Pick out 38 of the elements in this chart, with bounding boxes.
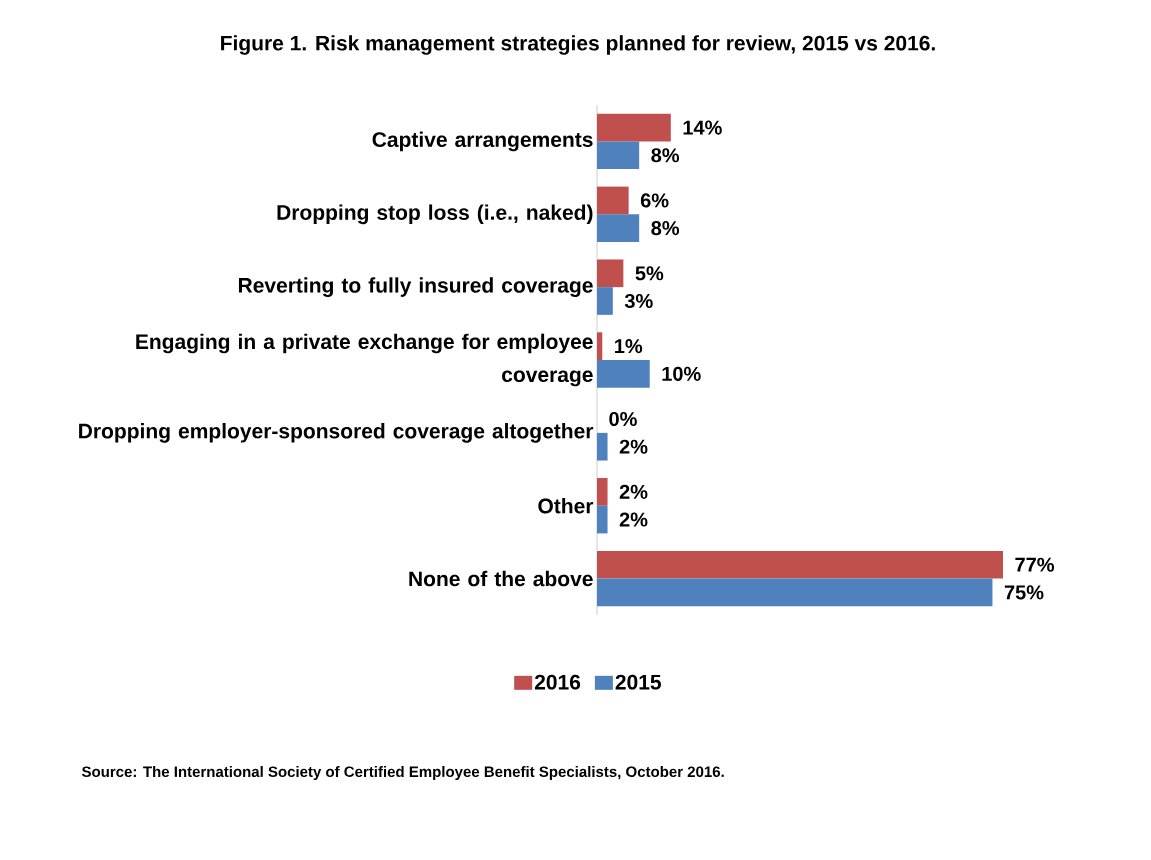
y-tick-label: None of the above — [409, 570, 593, 587]
data-label: 1% — [615, 339, 643, 354]
data-label: 5% — [635, 266, 664, 281]
bar — [597, 186, 629, 215]
bar — [597, 360, 650, 388]
bar — [597, 287, 613, 315]
data-label: 6% — [640, 193, 669, 208]
data-label: 75% — [1004, 585, 1044, 600]
bar — [597, 332, 603, 360]
data-label: 10% — [662, 366, 701, 381]
y-tick-label: Engaging in a private exchange for employee coverage — [136, 333, 593, 387]
bar — [597, 214, 640, 242]
legend-label: 2015 — [615, 674, 661, 690]
data-label: 8% — [651, 148, 680, 163]
y-tick-label: Dropping employer-sponsored coverage altogether — [79, 423, 594, 443]
bar — [597, 478, 608, 506]
bar — [597, 578, 993, 607]
y-tick-label: Reverting to fully insured coverage — [238, 277, 593, 297]
data-label: 2% — [619, 439, 648, 454]
chart-title: Figure 1. Risk management strategies planned for review, 2015 vs 2016. — [221, 35, 935, 55]
bar — [597, 432, 608, 461]
source-note: Source: The International Society of Certified Employee Benefit Specialists, October 2016. — [81, 766, 724, 780]
data-label: 3% — [624, 293, 653, 309]
bar — [597, 259, 624, 288]
data-label: 8% — [651, 221, 680, 236]
data-label: 2% — [619, 512, 648, 527]
data-label: 77% — [1015, 557, 1054, 572]
data-label: 14% — [683, 120, 722, 135]
legend-label: 2016 — [534, 674, 581, 690]
y-tick-label: Other — [538, 498, 594, 514]
y-tick-label: Captive arrangements — [372, 131, 593, 152]
bar — [597, 141, 640, 170]
bar — [597, 113, 671, 142]
y-tick-label: Dropping stop loss (i.e., naked) — [277, 204, 593, 225]
bar — [597, 505, 608, 534]
data-label: 2% — [619, 484, 648, 499]
bar — [597, 550, 1003, 579]
data-label: 0% — [609, 411, 637, 427]
